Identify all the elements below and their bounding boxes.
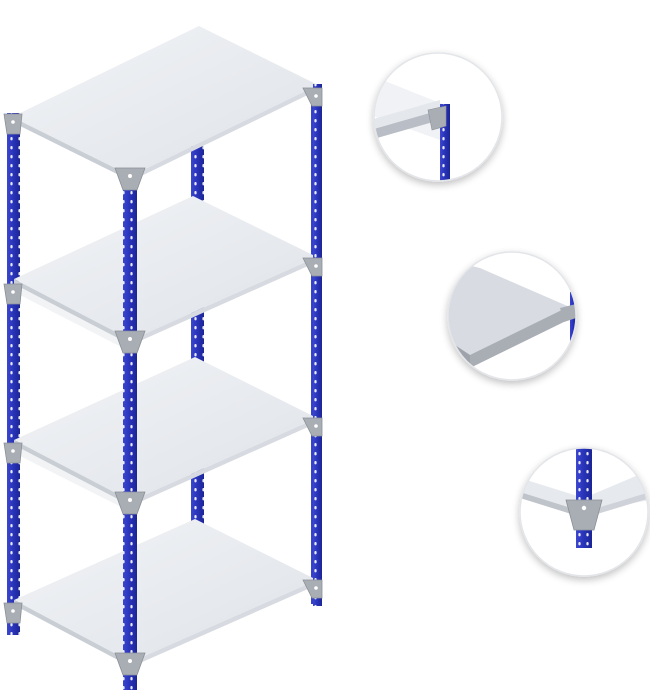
- shelf-4: [14, 519, 317, 667]
- rear-right-edge-upright: [313, 84, 322, 606]
- detail-callout-shelf-edge: [447, 251, 577, 381]
- front-left-upright: [7, 113, 20, 635]
- detail-callout-bracket-joint: [519, 447, 649, 577]
- shelf-3: [14, 357, 317, 512]
- detail-callout-top-corner: [373, 52, 503, 182]
- bracket-bolts: [11, 94, 318, 663]
- corner-brackets: [3, 87, 323, 676]
- shelf-2: [14, 196, 317, 352]
- front-right-upright: [123, 168, 137, 690]
- shelf-1: [12, 26, 318, 181]
- shelving-unit: [3, 26, 323, 690]
